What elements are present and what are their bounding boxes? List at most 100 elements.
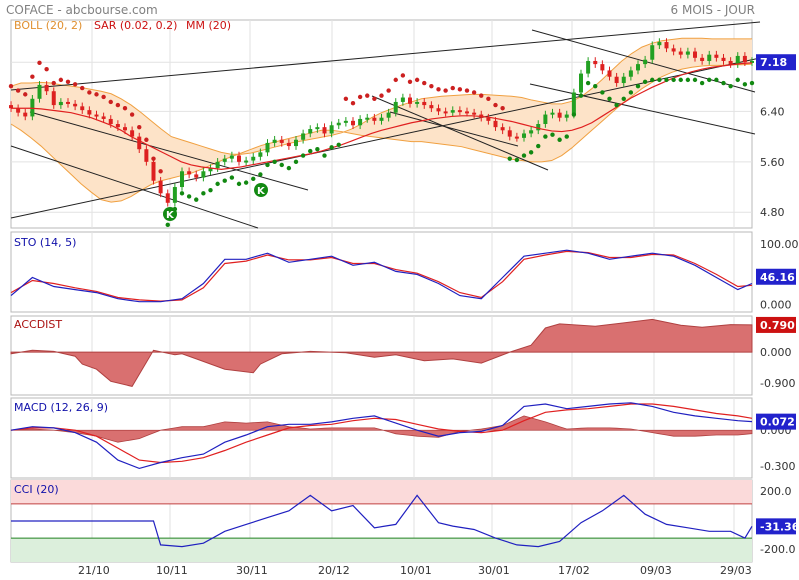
sar-dot xyxy=(23,92,28,97)
k-marker-label: K xyxy=(166,210,175,221)
candle xyxy=(94,114,99,117)
candle xyxy=(600,64,605,71)
candle xyxy=(251,156,256,161)
k-marker-label: K xyxy=(257,186,266,197)
k-marker xyxy=(163,207,177,221)
trend-line xyxy=(10,57,761,219)
candle xyxy=(621,76,626,84)
sar-dot xyxy=(450,85,455,91)
x-tick-label: 29/03 xyxy=(720,564,752,577)
candle xyxy=(557,112,562,118)
candle xyxy=(728,60,733,65)
macd-current: 0.072 xyxy=(760,416,795,429)
price-tick-label: 6.40 xyxy=(760,105,785,118)
candle xyxy=(415,101,420,104)
accdist-area xyxy=(10,318,753,387)
x-tick-label: 20/12 xyxy=(318,564,350,577)
sar-dot xyxy=(571,112,577,117)
candle xyxy=(265,142,270,153)
sar-dot xyxy=(664,77,669,83)
sar-dot xyxy=(593,83,598,89)
sar-dot xyxy=(144,137,149,142)
sar-dot xyxy=(87,90,92,95)
candle xyxy=(201,171,206,178)
candle xyxy=(322,127,327,134)
candle xyxy=(158,180,163,194)
sar-dot xyxy=(393,77,398,83)
sar-dot xyxy=(194,197,199,202)
price-tick-label: 5.60 xyxy=(760,156,785,169)
candle xyxy=(365,117,370,120)
x-tick-label: 30/01 xyxy=(478,564,510,577)
accdist-tick-label: 0.000 xyxy=(760,346,792,359)
candle xyxy=(643,59,648,65)
sar-dot xyxy=(80,85,85,91)
candle xyxy=(750,60,754,63)
accdist-tick-label: -0.900 xyxy=(760,377,795,390)
sar-dot xyxy=(94,92,99,97)
accdist-current-box xyxy=(756,316,796,333)
sar-dot xyxy=(429,83,434,89)
candle xyxy=(522,133,526,138)
candle xyxy=(500,127,505,131)
sar-dot xyxy=(222,178,227,183)
candle xyxy=(735,55,740,65)
x-tick-label: 10/01 xyxy=(400,564,432,577)
sar-dot xyxy=(243,180,249,185)
sar-dot xyxy=(536,143,541,149)
sar-dot xyxy=(258,172,263,177)
candle xyxy=(400,97,405,102)
cci-tick-label: 200.0 xyxy=(760,485,792,498)
sar-dot xyxy=(44,66,49,72)
candle xyxy=(379,117,384,121)
sar-dot xyxy=(365,93,370,98)
candle xyxy=(472,112,477,115)
sar-dot xyxy=(251,176,256,182)
candle xyxy=(543,114,548,124)
sar-dot xyxy=(58,77,64,83)
candle xyxy=(636,64,640,71)
candle xyxy=(372,117,377,121)
candle xyxy=(664,42,669,49)
trend-line xyxy=(389,111,519,147)
candle xyxy=(571,92,576,115)
candle xyxy=(315,127,320,130)
period-label: 6 MOIS - JOUR xyxy=(670,3,755,17)
trend-line xyxy=(529,83,756,135)
sar-dot xyxy=(564,134,569,139)
sar-dot xyxy=(336,142,341,147)
sar-dot xyxy=(514,157,520,163)
candle xyxy=(237,155,241,162)
sar-dot xyxy=(486,96,491,101)
sar-dot xyxy=(528,150,534,155)
sar-dot xyxy=(714,77,719,83)
sar-dot xyxy=(350,101,356,106)
bollinger-upper-line xyxy=(10,37,752,155)
candle xyxy=(707,54,712,61)
sar-dot xyxy=(300,153,306,158)
candle xyxy=(308,129,313,134)
sar-dot xyxy=(122,106,128,111)
candle xyxy=(123,127,127,131)
sto-legend-0: STO (14, 5) xyxy=(14,236,76,249)
sar-dot xyxy=(607,96,612,101)
sar-dot xyxy=(436,87,441,92)
candle xyxy=(187,171,192,175)
candle xyxy=(436,108,441,112)
sar-dot xyxy=(578,93,584,98)
bollinger-lower-line xyxy=(10,63,753,203)
sar-dot xyxy=(165,222,170,228)
accdist-current: 0.790 xyxy=(760,319,795,332)
candle xyxy=(586,60,591,74)
candle xyxy=(429,105,434,109)
sar-dot xyxy=(500,106,505,111)
candle xyxy=(443,111,448,114)
candle xyxy=(550,112,555,115)
candle xyxy=(87,110,92,115)
cci-oversold-zone xyxy=(11,538,752,562)
candle xyxy=(536,124,541,131)
candle xyxy=(286,142,291,147)
candle xyxy=(336,122,341,126)
sar-dot xyxy=(272,159,277,165)
sar-dot xyxy=(151,156,156,161)
